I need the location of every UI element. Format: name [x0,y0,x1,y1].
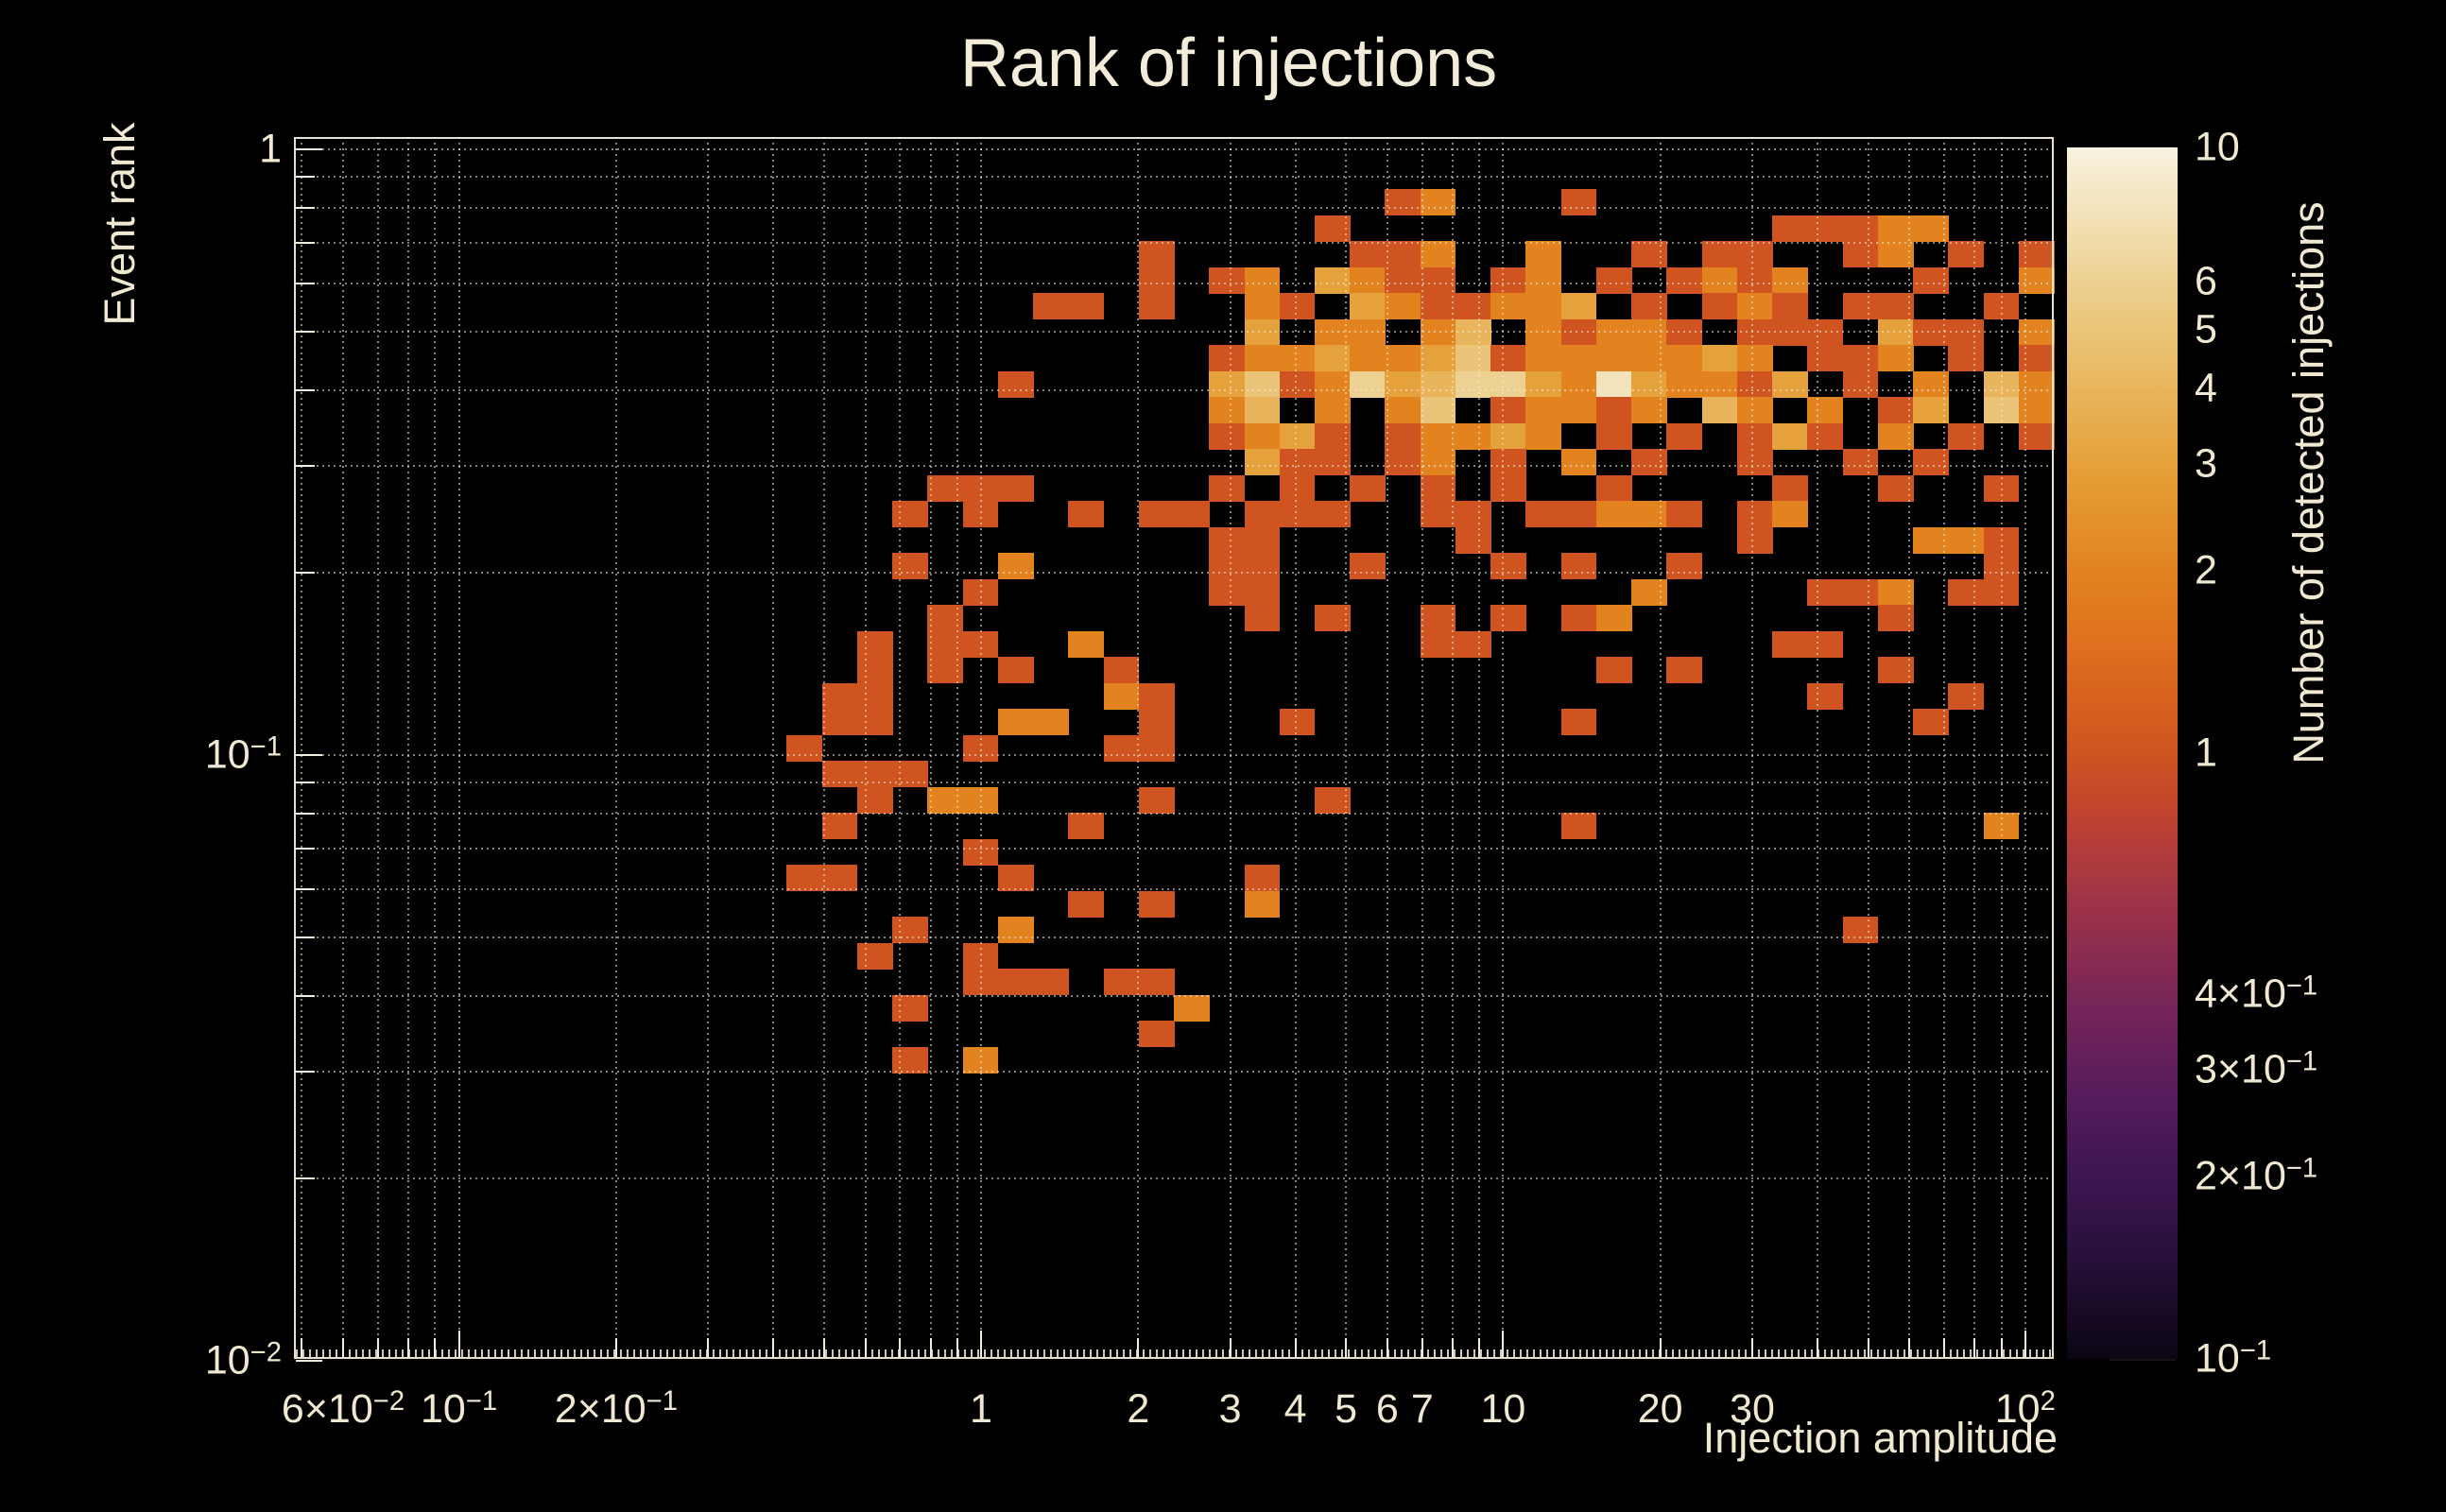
x-tick-label: 3 [1218,1386,1242,1432]
colorbar-tick-label: 10−1 [2195,1335,2272,1382]
colorbar-gradient [2067,147,2178,1359]
superscript: −1 [2285,1046,2318,1077]
colorbar-tick-label: 2 [2195,547,2217,593]
colorbar-tick-label: 3×10−1 [2195,1046,2318,1092]
chart-title: Rank of injections [959,26,1498,101]
x-tick-label: 10−1 [421,1386,498,1433]
superscript: −1 [646,1386,678,1417]
colorbar-tick-label: 3 [2195,440,2217,487]
x-tick-label: 2×10−1 [554,1386,678,1433]
superscript: −2 [372,1386,405,1417]
y-tick-label: 1 [259,126,282,172]
plot-area [294,137,2054,1359]
colorbar-tick-label: 10 [2195,124,2240,170]
colorbar-tick-label: 4 [2195,365,2217,411]
superscript: −1 [2239,1335,2272,1366]
y-tick-label: 10−1 [204,731,282,778]
superscript: −1 [465,1386,498,1417]
colorbar-tick-label: 5 [2195,306,2217,352]
colorbar-tick-label: 2×10−1 [2195,1153,2318,1199]
colorbar-tick-label: 4×10−1 [2195,971,2318,1017]
superscript: −1 [250,731,282,763]
colorbar-tick-label: 1 [2195,730,2217,776]
colorbar-tick-label: 6 [2195,258,2217,304]
superscript: −2 [250,1337,282,1368]
y-axis-title: Event rank [95,122,144,326]
y-tick-label: 10−2 [204,1337,282,1383]
x-tick-label: 2 [1127,1386,1150,1432]
superscript: −1 [2285,1153,2318,1184]
superscript: 2 [2040,1386,2056,1417]
x-axis-minor-tick-comb [296,1349,2052,1357]
superscript: −1 [2285,971,2318,1002]
x-tick-label: 6×10−2 [281,1386,405,1433]
x-tick-label: 1 [970,1386,992,1432]
y-axis-tick [296,1359,322,1362]
colorbar-title: Number of detected injections [2284,201,2333,765]
x-axis-title: Injection amplitude [1702,1414,2058,1462]
